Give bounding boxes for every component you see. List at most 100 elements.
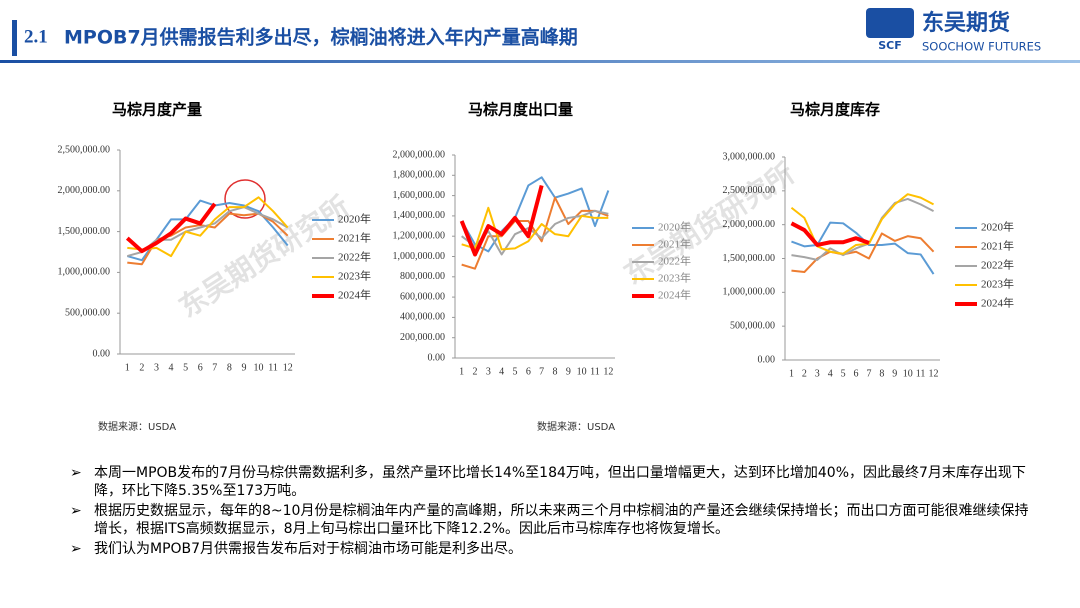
legend-label: 2024年: [981, 296, 1014, 310]
y-tick-label: 1,400,000.00: [393, 210, 446, 221]
y-tick-label: 1,500,000.00: [58, 226, 111, 237]
x-tick-label: 8: [553, 366, 558, 377]
bullet: ➢ 根据历史数据显示，每年的8~10月份是棕榈油年内产量的高峰期，所以未来两三个月…: [70, 503, 1029, 537]
x-tick-label: 7: [212, 362, 217, 373]
legend-label: 2024年: [658, 288, 691, 302]
source-note: 数据来源：USDA: [98, 420, 176, 433]
legend-label: 2022年: [981, 258, 1014, 272]
legend-label: 2024年: [338, 288, 371, 302]
legend-label: 2023年: [981, 277, 1014, 291]
x-tick-label: 1: [125, 362, 130, 373]
logo-en: SOOCHOW FUTURES: [922, 40, 1041, 54]
y-tick-label: 1,200,000.00: [393, 230, 446, 241]
legend-label: 2022年: [658, 254, 691, 268]
x-tick-label: 6: [854, 368, 859, 379]
y-tick-label: 0.00: [428, 352, 446, 363]
x-tick-label: 1: [789, 368, 794, 379]
logo-mark: SCF: [878, 39, 902, 52]
source-note: 数据来源：USDA: [537, 420, 615, 433]
x-tick-label: 4: [169, 362, 174, 373]
y-tick-label: 1,000,000.00: [723, 287, 776, 298]
x-tick-label: 7: [866, 368, 871, 379]
x-tick-label: 10: [577, 366, 587, 377]
x-tick-label: 6: [198, 362, 203, 373]
title-bar: [12, 20, 17, 56]
x-tick-label: 4: [499, 366, 504, 377]
x-tick-label: 9: [566, 366, 571, 377]
y-tick-label: 1,000,000.00: [58, 267, 111, 278]
x-tick-label: 12: [929, 368, 939, 379]
x-tick-label: 10: [254, 362, 264, 373]
bullet-list: ➢ 本周一MPOB发布的7月份马棕供需数据利多，虽然产量环比增长14%至184万吨…: [70, 464, 1042, 560]
x-tick-label: 10: [903, 368, 913, 379]
y-tick-label: 500,000.00: [65, 307, 110, 318]
series-line: [459, 184, 544, 257]
y-tick-label: 400,000.00: [400, 312, 445, 323]
x-tick-label: 1: [459, 366, 464, 377]
series-line: [791, 221, 935, 275]
legend-label: 2021年: [658, 237, 691, 251]
y-tick-label: 2,000,000.00: [58, 185, 111, 196]
chart-title: 马棕月度库存: [790, 101, 880, 119]
series-line: [461, 206, 609, 251]
y-tick-label: 0.00: [758, 354, 776, 365]
watermark: 东吴期货研究所: [173, 190, 355, 324]
series-line: [790, 221, 870, 247]
series-line: [460, 176, 610, 253]
x-tick-label: 11: [590, 366, 600, 377]
y-tick-label: 200,000.00: [400, 332, 445, 343]
y-tick-label: 1,800,000.00: [393, 170, 446, 181]
x-tick-label: 9: [241, 362, 246, 373]
x-tick-label: 8: [879, 368, 884, 379]
series-line: [791, 197, 935, 261]
chart-title: 马棕月度产量: [112, 101, 202, 119]
x-tick-label: 9: [892, 368, 897, 379]
y-tick-label: 800,000.00: [400, 271, 445, 282]
legend-label: 2020年: [981, 220, 1014, 234]
y-tick-label: 3,000,000.00: [723, 151, 776, 162]
y-tick-label: 1,600,000.00: [393, 190, 446, 201]
highlight-circle: [224, 179, 266, 219]
x-tick-label: 4: [828, 368, 833, 379]
section-number: 2.1: [24, 26, 48, 47]
series-line: [127, 196, 289, 258]
y-tick-label: 2,500,000.00: [723, 185, 776, 196]
legend-label: 2022年: [338, 250, 371, 264]
legend-label: 2023年: [658, 271, 691, 285]
chart-title: 马棕月度出口量: [468, 101, 573, 119]
bullet-text: 根据历史数据显示，每年的8~10月份是棕榈油年内产量的高峰期，所以未来两三个月中…: [94, 503, 1029, 537]
header-line: [0, 60, 1080, 63]
series-line: [127, 206, 289, 258]
legend-label: 2021年: [338, 231, 371, 245]
y-tick-label: 500,000.00: [730, 320, 775, 331]
x-tick-label: 12: [603, 366, 613, 377]
x-tick-label: 2: [139, 362, 144, 373]
logo-cn: 东吴期货: [922, 10, 1010, 36]
x-tick-label: 5: [183, 362, 188, 373]
x-tick-label: 5: [513, 366, 518, 377]
legend-label: 2020年: [658, 220, 691, 234]
y-tick-label: 2,000,000.00: [723, 219, 776, 230]
bullet-text: 我们认为MPOB7月供需报告发布后对于棕榈油市场可能是利多出尽。: [94, 541, 523, 557]
bullet: ➢ 我们认为MPOB7月供需报告发布后对于棕榈油市场可能是利多出尽。: [70, 541, 523, 557]
bullet: ➢ 本周一MPOB发布的7月份马棕供需数据利多，虽然产量环比增长14%至184万吨…: [70, 465, 1026, 499]
y-tick-label: 0.00: [93, 348, 111, 359]
legend-label: 2021年: [981, 239, 1014, 253]
x-tick-label: 2: [802, 368, 807, 379]
x-tick-label: 11: [268, 362, 278, 373]
x-tick-label: 7: [539, 366, 544, 377]
y-tick-label: 1,500,000.00: [723, 253, 776, 264]
y-tick-label: 1,000,000.00: [393, 251, 446, 262]
logo-icon: [866, 8, 914, 38]
x-tick-label: 3: [815, 368, 820, 379]
y-tick-label: 2,000,000.00: [393, 149, 446, 160]
legend-label: 2023年: [338, 269, 371, 283]
x-tick-label: 5: [841, 368, 846, 379]
x-tick-label: 11: [916, 368, 926, 379]
x-tick-label: 12: [283, 362, 293, 373]
bullet-text: 本周一MPOB发布的7月份马棕供需数据利多，虽然产量环比增长14%至184万吨，…: [94, 465, 1026, 499]
series-line: [791, 232, 935, 274]
x-tick-label: 6: [526, 366, 531, 377]
y-tick-label: 2,500,000.00: [58, 144, 111, 155]
